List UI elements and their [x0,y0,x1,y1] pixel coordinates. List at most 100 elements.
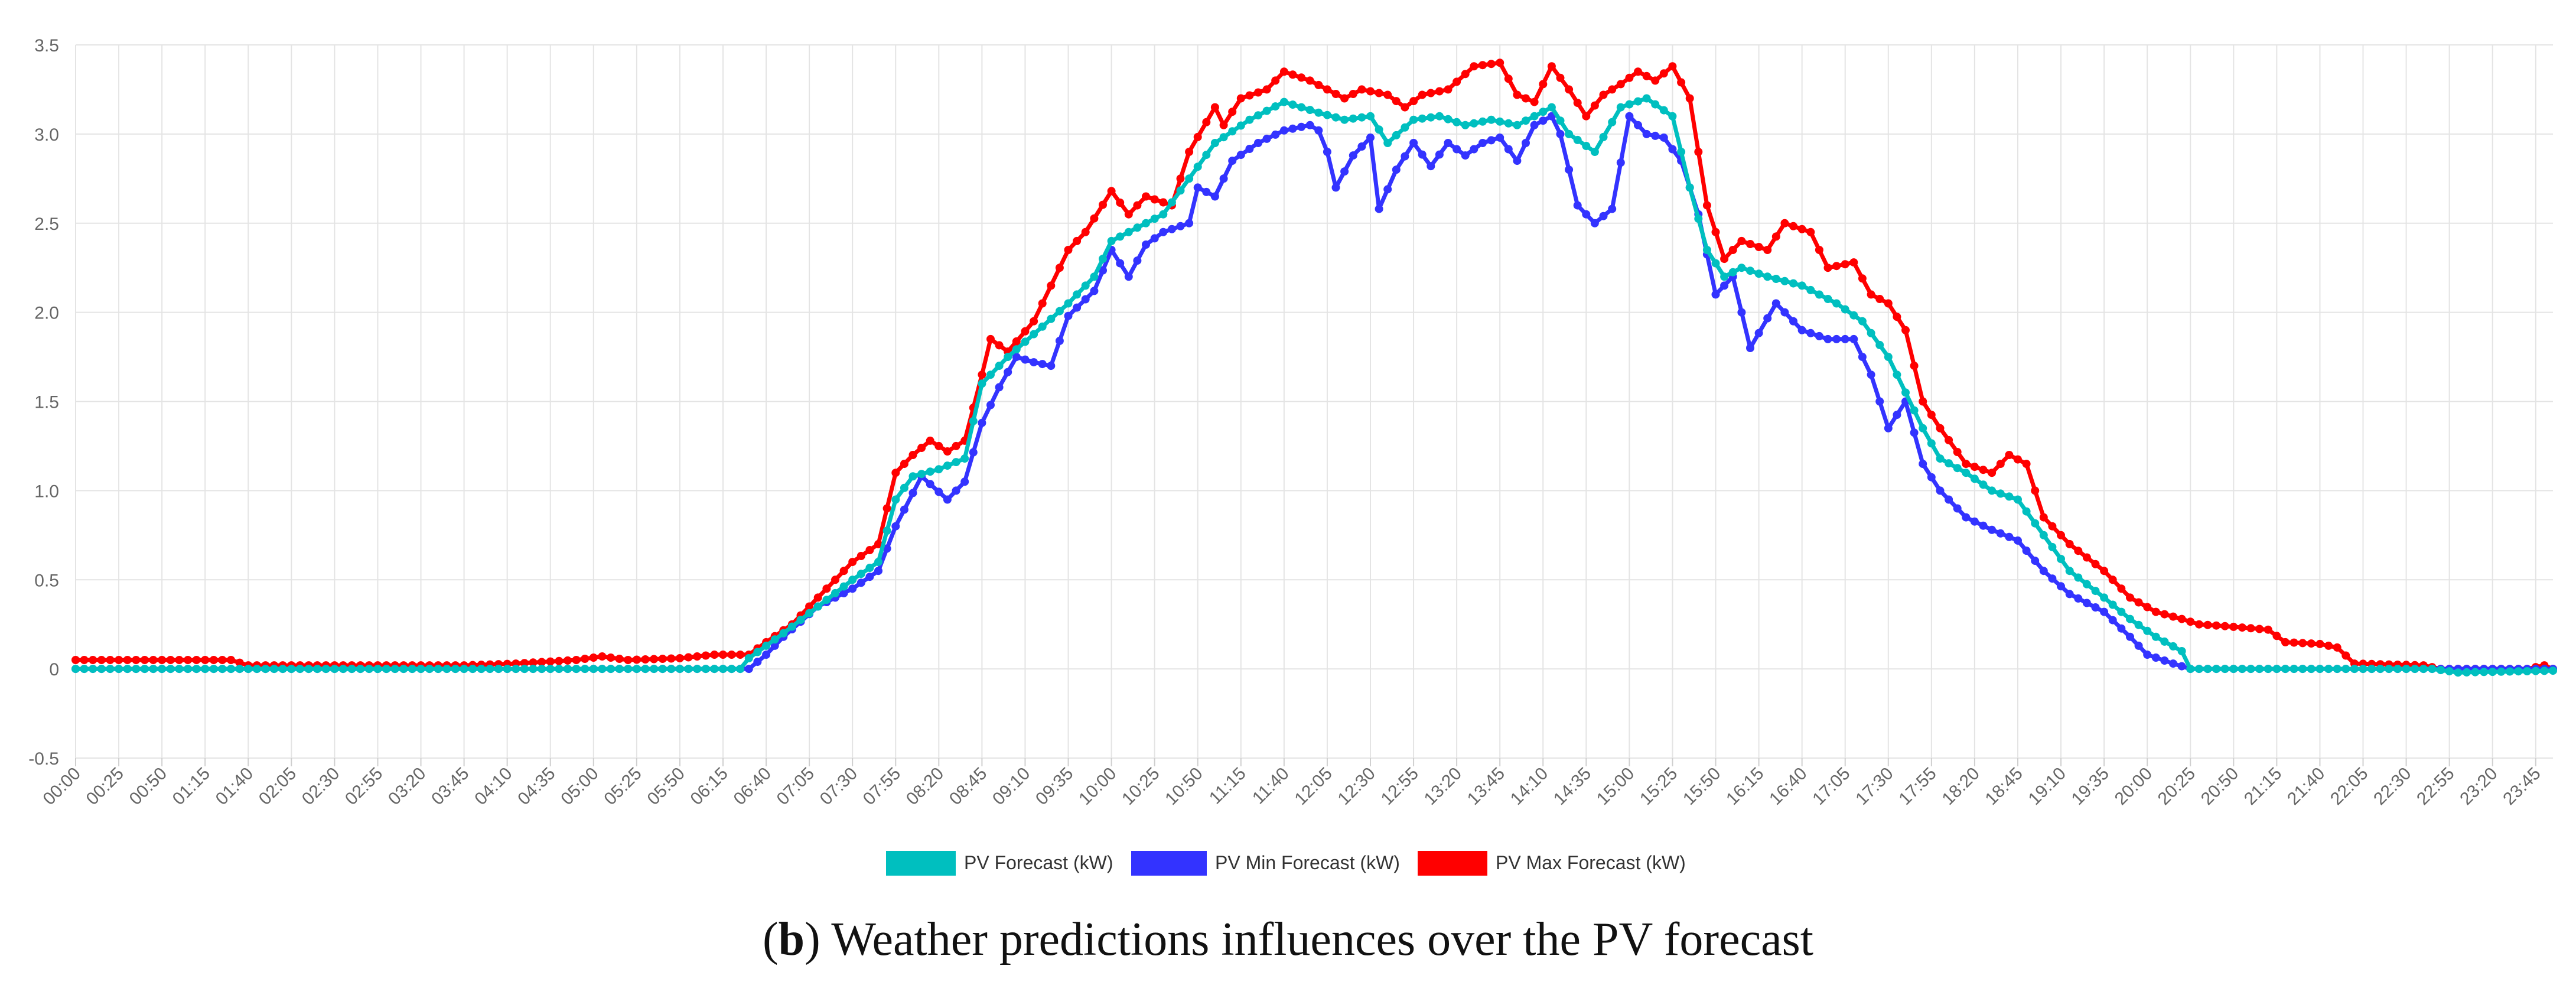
x-tick-label: 22:30 [2370,764,2415,809]
data-point [1453,118,1461,126]
data-point [1453,145,1461,154]
legend-item[interactable]: PV Min Forecast (kW) [1131,851,1400,876]
data-point [1288,100,1297,109]
data-point [1245,91,1254,100]
data-point [1677,78,1686,87]
data-point [140,665,149,674]
data-point [753,658,762,666]
data-point [2005,492,2014,501]
data-point [908,489,917,497]
data-point [969,417,978,425]
data-point [943,495,952,504]
data-point [2091,560,2100,568]
data-point [2005,532,2014,541]
data-point [347,665,356,674]
data-point [1340,94,1349,103]
data-point [1988,469,1997,477]
data-point [1746,240,1754,248]
data-point [1919,424,1927,433]
y-tick-label: 2.0 [34,304,59,323]
x-tick-label: 10:00 [1075,764,1120,809]
x-tick-label: 06:15 [687,764,732,809]
data-point [2082,599,2091,607]
data-point [1910,406,1919,415]
data-point [1099,200,1107,209]
data-point [1815,290,1823,299]
data-point [166,665,175,674]
data-point [1021,355,1030,364]
data-point [1582,112,1591,121]
data-point [762,641,771,650]
data-point [2039,531,2048,539]
data-point [1867,329,1875,337]
data-point [1392,97,1401,106]
data-point [451,665,460,674]
data-point [891,469,900,477]
data-point [2048,574,2057,583]
data-point [762,651,771,659]
data-point [882,504,891,513]
data-point [1625,100,1634,109]
data-point [1970,517,1979,526]
data-point [2367,665,2376,674]
data-point [598,665,607,674]
data-point [520,659,529,668]
data-point [2307,665,2316,674]
x-tick-label: 00:50 [126,764,171,809]
data-point [1910,362,1919,370]
data-point [1979,466,1988,474]
data-point [2057,555,2065,563]
legend[interactable]: PV Forecast (kW) PV Min Forecast (kW) PV M… [886,851,1686,876]
data-point [1401,103,1409,112]
data-point [658,655,667,663]
x-tick-label: 08:20 [903,764,947,809]
x-tick-label: 13:20 [1421,764,1466,809]
data-point [2091,587,2100,596]
data-point [865,573,874,581]
data-point [1236,94,1245,103]
data-point [1893,411,1901,420]
data-point [1806,285,1815,294]
data-point [1668,112,1677,121]
data-point [564,656,572,665]
legend-item[interactable]: PV Max Forecast (kW) [1418,851,1686,876]
data-point [252,665,261,674]
data-point [97,665,106,674]
data-point [874,558,882,567]
data-point [2031,486,2040,495]
data-point [1754,269,1763,278]
data-point [2220,665,2229,674]
data-point [2126,614,2134,623]
data-point [1375,89,1383,97]
data-point [2014,455,2022,464]
data-point [1375,125,1383,134]
x-tick-label: 06:40 [730,764,775,809]
data-point [555,656,564,665]
data-point [710,651,719,659]
legend-item[interactable]: PV Forecast (kW) [886,851,1113,876]
data-point [1245,115,1254,124]
data-point [2264,625,2272,634]
x-tick-label: 12:30 [1334,764,1379,809]
data-point [1038,299,1047,308]
data-point [2134,641,2143,650]
data-point [1401,123,1409,132]
data-point [1409,97,1418,106]
data-point [1849,334,1858,343]
data-point [1858,353,1867,362]
data-point [1659,106,1668,115]
data-point [1202,118,1211,126]
series-0 [71,94,2557,677]
data-point [2229,622,2238,631]
data-point [1651,100,1660,109]
data-point [1780,219,1789,227]
data-point [1073,236,1082,245]
data-point [1047,281,1056,290]
data-point [408,665,416,674]
data-point [1487,136,1496,145]
data-point [2143,603,2152,612]
data-point [1849,311,1858,320]
data-point [2324,665,2333,674]
data-point [926,480,934,489]
data-point [1210,192,1219,201]
